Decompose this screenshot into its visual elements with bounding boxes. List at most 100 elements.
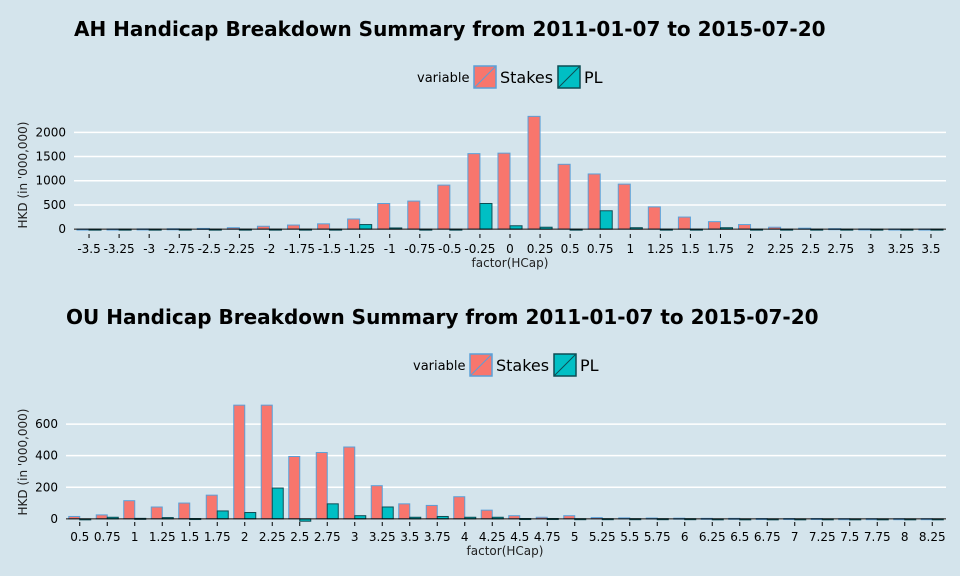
ou-chart-title: OU Handicap Breakdown Summary from 2011-… [66, 305, 819, 329]
ou-bar-stakes [205, 494, 218, 520]
ah-x-tick-label: 2.75 [827, 242, 854, 256]
ou-legend-key-stakes-slash [469, 353, 493, 377]
ah-bar-stakes [617, 183, 631, 230]
ah-x-tick-label: 3 [867, 242, 875, 256]
ou-bar-pl [244, 512, 257, 520]
ah-bar-pl [509, 225, 523, 230]
ah-y-tick-label: 500 [43, 198, 66, 212]
ah-bar-stakes [527, 115, 541, 230]
ou-x-tick-label: 4.75 [534, 530, 561, 544]
ou-x-tick-label: 3.5 [400, 530, 419, 544]
ou-bar-stakes [453, 496, 466, 520]
ou-x-tick-label: 1 [131, 530, 139, 544]
ah-x-tick-label: -0.5 [438, 242, 461, 256]
ou-bar-stakes [260, 404, 273, 520]
ah-x-tick-label: -1.75 [284, 242, 315, 256]
ou-x-tick-label: 6.5 [730, 530, 749, 544]
ah-x-tick-label: 1.25 [647, 242, 674, 256]
ou-x-tick-label: 2 [241, 530, 249, 544]
ah-bar-stakes [377, 203, 391, 230]
ou-x-tick-label: 6.75 [754, 530, 781, 544]
ou-bar-stakes [95, 514, 108, 520]
ou-x-tick-label: 4 [461, 530, 469, 544]
ou-x-tick-label: 8 [901, 530, 909, 544]
ou-x-axis-label: factor(HCap) [467, 544, 544, 558]
ou-bar-stakes [233, 404, 246, 520]
ah-x-tick-label: 1.75 [707, 242, 734, 256]
ah-y-tick-label: 0 [58, 222, 66, 236]
ah-legend-key-pl-slash [557, 65, 581, 89]
ah-bar-stakes [317, 223, 331, 230]
ah-y-axis-label: HKD (in '000,000) [16, 122, 30, 229]
ou-plot: 0 200 400 600 0.5 0.75 1 1.25 1.5 1.75 2 2.25 2.5 2.7… [35, 353, 946, 544]
ou-bar-stakes [480, 509, 493, 520]
ou-x-tick-label: 1.25 [149, 530, 176, 544]
ou-y-tick-label: 200 [35, 480, 58, 494]
ou-x-tick-label: 2.5 [290, 530, 309, 544]
ou-x-tick-label: 2.25 [259, 530, 286, 544]
ah-x-tick-label: -1.5 [318, 242, 341, 256]
ou-x-tick-label: 0.75 [94, 530, 121, 544]
ou-legend-label-stakes: Stakes [496, 356, 549, 375]
ou-legend-title: variable [413, 359, 465, 374]
ou-legend-label-pl: PL [580, 356, 599, 375]
ou-x-tick-label: 8.25 [919, 530, 946, 544]
ou-x-tick-label: 1.75 [204, 530, 231, 544]
ah-x-tick-label: 3.5 [921, 242, 940, 256]
ou-x-tick-label: 6.25 [699, 530, 726, 544]
ah-legend-key-stakes-slash [473, 65, 497, 89]
ou-x-tick-label: 5.5 [620, 530, 639, 544]
ou-bar-stakes [398, 503, 411, 520]
ah-x-tick-label: -0.25 [464, 242, 495, 256]
ou-x-tick-label: 3.25 [369, 530, 396, 544]
ah-x-tick-label: -2 [263, 242, 275, 256]
ou-x-tick-label: 3.75 [424, 530, 451, 544]
ou-bar-stakes [288, 455, 301, 520]
ou-bar-pl [216, 510, 229, 520]
ah-plot: 0 500 1000 1500 2000 -3.5 -3.25 -3 -2.75 -2.5 -2.2… [35, 65, 946, 256]
ou-bar-stakes [123, 500, 136, 520]
ou-x-tick-label: 2.75 [314, 530, 341, 544]
ah-x-tick-label: 0 [506, 242, 514, 256]
ah-x-tick-label: -0.75 [404, 242, 435, 256]
ah-x-tick-label: 0.5 [561, 242, 580, 256]
ou-bar-pl [271, 487, 284, 520]
ou-x-tick-label: 0.5 [70, 530, 89, 544]
ou-x-tick-label: 1.5 [180, 530, 199, 544]
ou-legend-key-pl-slash [553, 353, 577, 377]
ah-x-tick-label: 2.5 [801, 242, 820, 256]
ou-bar-stakes [315, 452, 328, 520]
ou-y-tick-label: 0 [50, 512, 58, 526]
ah-bar-stakes [437, 184, 451, 230]
ou-x-tick-label: 5 [571, 530, 579, 544]
ou-y-tick-label: 600 [35, 417, 58, 431]
ah-x-tick-label: -3.5 [77, 242, 100, 256]
ah-y-tick-label: 1000 [35, 174, 66, 188]
ou-bar-pl [326, 503, 339, 520]
ou-x-tick-label: 5.25 [589, 530, 616, 544]
ou-x-tick-label: 7 [791, 530, 799, 544]
ou-x-tick-label: 7.25 [809, 530, 836, 544]
ou-x-tick-label: 6 [681, 530, 689, 544]
ah-bar-stakes [497, 152, 511, 230]
ou-bar-stakes [370, 485, 383, 520]
ou-x-tick-label: 4.25 [479, 530, 506, 544]
ah-bar-pl [359, 224, 373, 230]
ah-bar-pl [599, 210, 613, 230]
ah-chart-title: AH Handicap Breakdown Summary from 2011-… [74, 17, 826, 41]
ah-bar-pl [479, 203, 493, 230]
ah-bar-stakes [647, 206, 661, 230]
ah-bar-stakes [407, 200, 421, 230]
ah-x-tick-label: -2.5 [198, 242, 221, 256]
ou-bar-stakes [178, 502, 191, 520]
ou-x-tick-label: 5.75 [644, 530, 671, 544]
ah-bar-stakes [707, 221, 721, 230]
ah-x-axis-label: factor(HCap) [472, 256, 549, 270]
ah-y-tick-label: 1500 [35, 150, 66, 164]
ah-bar-stakes [587, 173, 601, 230]
ah-x-tick-label: -1 [384, 242, 396, 256]
ou-x-tick-label: 3 [351, 530, 359, 544]
ou-y-axis-label: HKD (in '000,000) [16, 409, 30, 516]
